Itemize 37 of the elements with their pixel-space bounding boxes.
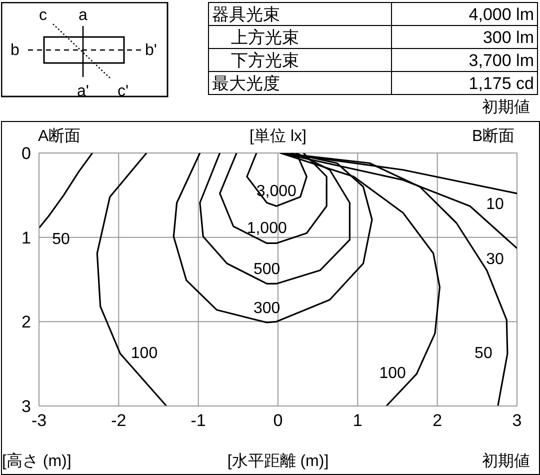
x-tick-label: 2 xyxy=(432,411,442,430)
text: 3,700 lm xyxy=(392,48,538,72)
x-tick-label: -3 xyxy=(31,411,47,430)
series-label: 30 xyxy=(486,251,504,270)
text: 最大光度 xyxy=(208,72,392,94)
series-label: 500 xyxy=(253,260,280,279)
text: 4,000 lm xyxy=(392,2,538,26)
text: 下方光束 xyxy=(208,48,392,72)
series-label: 1,000 xyxy=(246,220,287,238)
y-tick-label: 0 xyxy=(22,144,31,164)
series-label: 100 xyxy=(130,344,158,363)
series-label: 300 xyxy=(253,300,280,318)
y-tick-label: 3 xyxy=(22,397,31,416)
text: [単位 lx] xyxy=(250,128,306,146)
x-tick-label: 0 xyxy=(273,411,283,430)
text: 初期値 xyxy=(482,99,530,117)
series-label: 50 xyxy=(474,344,492,363)
y-tick-label: 2 xyxy=(22,312,31,332)
series-label: 50 xyxy=(52,231,70,250)
x-tick-label: 1 xyxy=(352,411,362,430)
text: 初期値 xyxy=(482,453,530,471)
y-axis-title: [高さ (m)] xyxy=(2,453,72,471)
series-label: 3,000 xyxy=(256,183,296,202)
section-diagram: a a' b b' c c' xyxy=(1,2,169,98)
x-tick-label: -2 xyxy=(111,411,126,430)
text: A断面 xyxy=(38,128,81,146)
series-label: 100 xyxy=(379,364,406,383)
text: 300 lm xyxy=(392,26,538,48)
x-tick-label: -1 xyxy=(190,411,206,430)
y-tick-label: 1 xyxy=(22,228,31,248)
series-label: 10 xyxy=(486,196,504,214)
x-axis-title: [水平距離 (m)] xyxy=(227,453,329,471)
text: 上方光束 xyxy=(208,26,392,48)
text: B断面 xyxy=(472,128,515,146)
x-tick-label: 3 xyxy=(512,411,522,430)
text: 1,175 cd xyxy=(392,72,538,94)
text: 器具光束 xyxy=(208,2,392,26)
